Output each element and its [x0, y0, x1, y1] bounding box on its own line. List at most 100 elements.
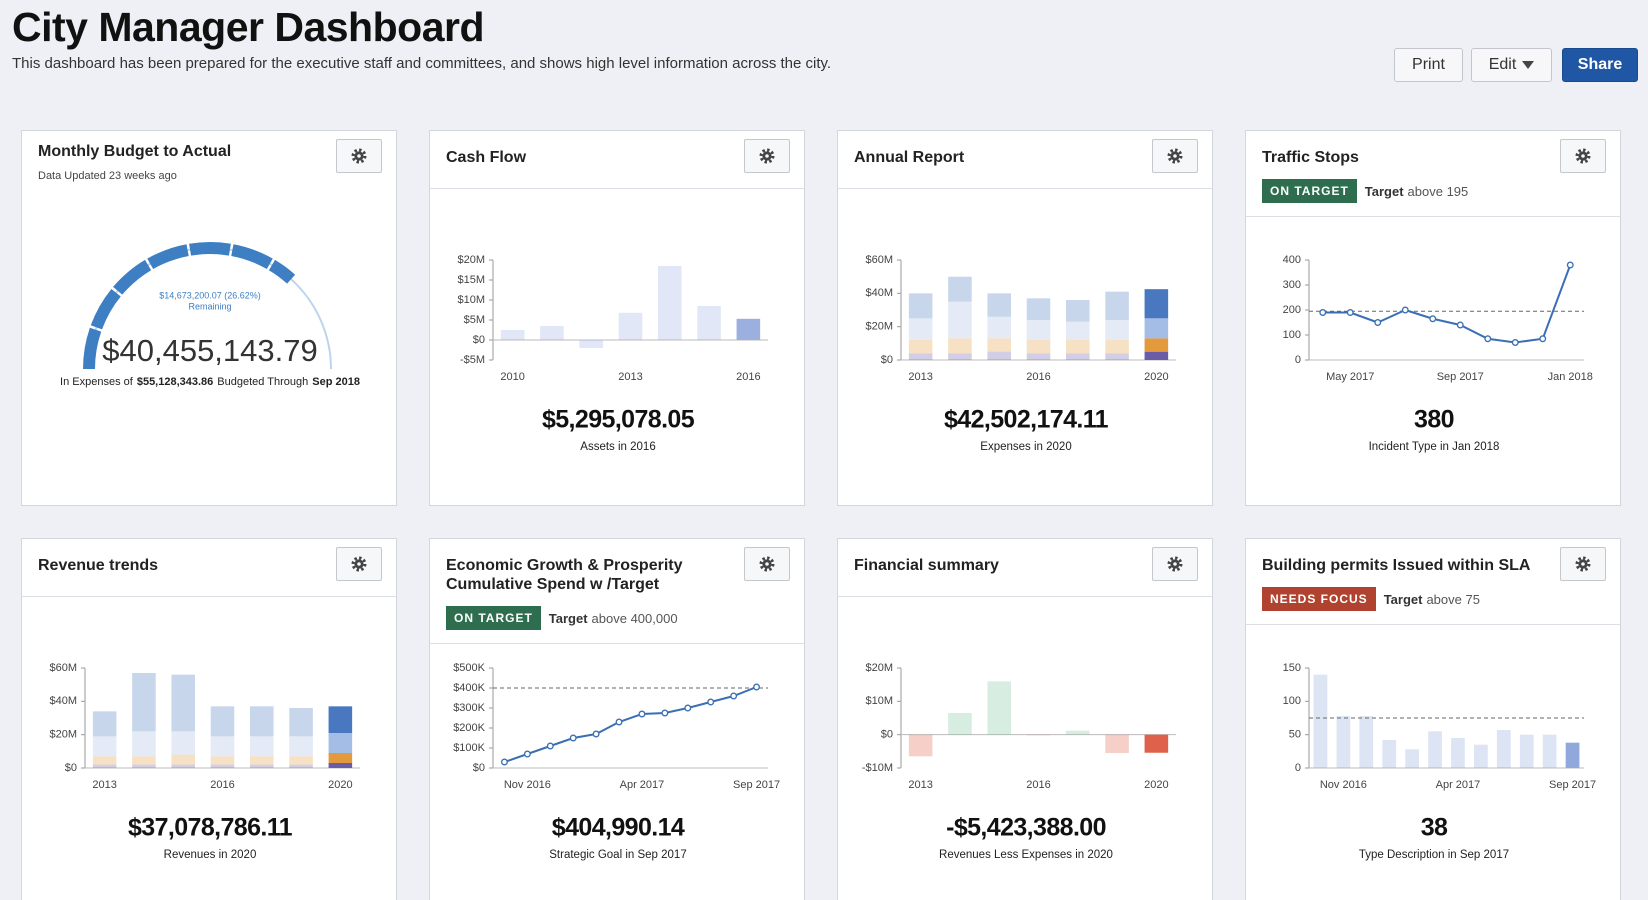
gauge-value — [83, 242, 296, 370]
bar — [1026, 734, 1051, 736]
footnote-part: In Expenses of — [60, 376, 134, 388]
y-tick-label: $0 — [473, 762, 485, 774]
x-tick-label: Sep 2017 — [1437, 371, 1484, 383]
status-badge: ON TARGET — [1262, 179, 1357, 203]
y-tick-label: $40M — [865, 287, 893, 299]
status-badge: ON TARGET — [446, 606, 541, 630]
chart-area: $0 $20M $40M $60M 2013 2016 2020 $37,078,786.11… — [49, 662, 360, 861]
chart-area: 0 100 200 300 400 May 2017 Sep 2017 Jan 2018 380… — [1283, 254, 1593, 453]
bar — [1382, 740, 1397, 768]
card: $0 $100K $200K $300K $400K $500K Nov 2016 Apr 2… — [429, 538, 805, 900]
target-text: Target — [1383, 591, 1423, 607]
gear-teeth — [1575, 556, 1591, 572]
x-tick-label: Nov 2016 — [504, 779, 551, 791]
point — [546, 742, 554, 750]
card-subtitle: Data Updated 23 weeks ago — [38, 170, 177, 182]
bar-segment — [1105, 320, 1129, 340]
bar-segment — [908, 353, 933, 360]
settings-button[interactable] — [336, 139, 382, 173]
settings-button[interactable] — [1152, 547, 1198, 581]
gear-hole — [765, 562, 769, 566]
gear-teeth — [351, 148, 367, 164]
y-tick-label: $60M — [865, 254, 893, 266]
page-title: City Manager Dashboard — [12, 4, 485, 50]
y-tick-label: $0 — [881, 354, 893, 366]
bar — [579, 340, 603, 348]
bar-segment — [1066, 353, 1090, 360]
bar-segment — [132, 756, 156, 765]
footnote-part: $55,128,343.86 — [137, 376, 213, 388]
bar-segment — [908, 293, 933, 319]
x-tick-label: Apr 2017 — [1436, 779, 1481, 791]
y-tick-label: $300K — [453, 702, 485, 714]
x-tick-label: 2016 — [210, 779, 234, 791]
card-title: Revenue trends — [38, 557, 159, 574]
x-tick-label: 2016 — [736, 371, 760, 383]
bar-segment — [210, 756, 235, 765]
y-tick-label: $100K — [453, 742, 485, 754]
settings-button[interactable] — [1560, 547, 1606, 581]
button-label: Edit — [1488, 56, 1517, 73]
bar-segment — [92, 764, 117, 768]
bar-segment — [171, 674, 195, 732]
y-tick-label: $5M — [464, 314, 485, 326]
gear-icon — [1575, 556, 1591, 572]
bar-segment — [948, 338, 972, 354]
bar — [658, 266, 682, 340]
card: $0 $20M $40M $60M 2013 2016 2020 $37,078,786.11… — [21, 538, 397, 900]
card: $0 $20M $40M $60M 2013 2016 2020 $42,502,174.11… — [837, 130, 1213, 506]
bar-segment — [1066, 340, 1090, 354]
y-tick-label: $0 — [473, 334, 485, 346]
bar — [618, 312, 643, 340]
y-tick-label: $400K — [453, 682, 485, 694]
point — [1484, 335, 1492, 343]
bar — [908, 734, 933, 757]
bar — [736, 318, 761, 340]
bar-segment — [171, 731, 195, 755]
settings-button[interactable] — [336, 547, 382, 581]
y-tick-label: $500K — [453, 662, 485, 674]
gear-icon — [1575, 148, 1591, 164]
gear-teeth — [351, 556, 367, 572]
bar-segment — [908, 318, 933, 340]
kpi-caption: Strategic Goal in Sep 2017 — [549, 849, 686, 861]
remaining-text: Remaining — [188, 301, 231, 311]
bar-segment — [250, 764, 274, 768]
chart-area: -$10M $0 $10M $20M 2013 2016 2020 -$5,423,388.0… — [862, 662, 1176, 861]
card-title: Annual Report — [854, 149, 965, 166]
bar-segment — [1026, 353, 1051, 360]
remaining-amount: $14,673,200.07 (26.62%) — [159, 290, 261, 300]
card: 0 50 100 150 Nov 2016 Apr 2017 Sep 2017 38 Type … — [1245, 538, 1621, 900]
kpi-value: $404,990.14 — [552, 814, 685, 842]
kpi-caption: Revenues in 2020 — [164, 849, 257, 861]
bar-segment — [948, 353, 972, 360]
bar — [1451, 738, 1465, 768]
y-tick-label: 400 — [1283, 254, 1301, 266]
y-tick-label: 200 — [1283, 304, 1301, 316]
x-tick-label: 2016 — [1026, 371, 1050, 383]
settings-button[interactable] — [1152, 139, 1198, 173]
print-button[interactable]: Print — [1394, 48, 1463, 82]
settings-button[interactable] — [744, 547, 790, 581]
card: 0 100 200 300 400 May 2017 Sep 2017 Jan 2018 380… — [1245, 130, 1621, 506]
y-tick-label: 300 — [1283, 279, 1301, 291]
card-title: Monthly Budget to Actual — [38, 143, 232, 160]
card-header: Building permits Issued within SLA NEEDS … — [1246, 539, 1620, 625]
bar-segment — [987, 293, 1011, 317]
settings-button[interactable] — [744, 139, 790, 173]
share-button[interactable]: Share — [1562, 48, 1638, 82]
bar-segment — [132, 673, 156, 732]
edit-button[interactable]: Edit — [1471, 48, 1552, 82]
button-label: Print — [1412, 56, 1445, 73]
y-tick-label: $20M — [49, 729, 77, 741]
bar-segment — [289, 736, 313, 757]
y-tick-label: 0 — [1295, 762, 1301, 774]
y-tick-label: -$5M — [460, 354, 485, 366]
x-tick-label: Sep 2017 — [1549, 779, 1596, 791]
bar — [1144, 734, 1169, 753]
bar — [948, 713, 972, 735]
x-tick-label: 2016 — [1026, 779, 1050, 791]
y-tick-label: 100 — [1283, 329, 1301, 341]
settings-button[interactable] — [1560, 139, 1606, 173]
